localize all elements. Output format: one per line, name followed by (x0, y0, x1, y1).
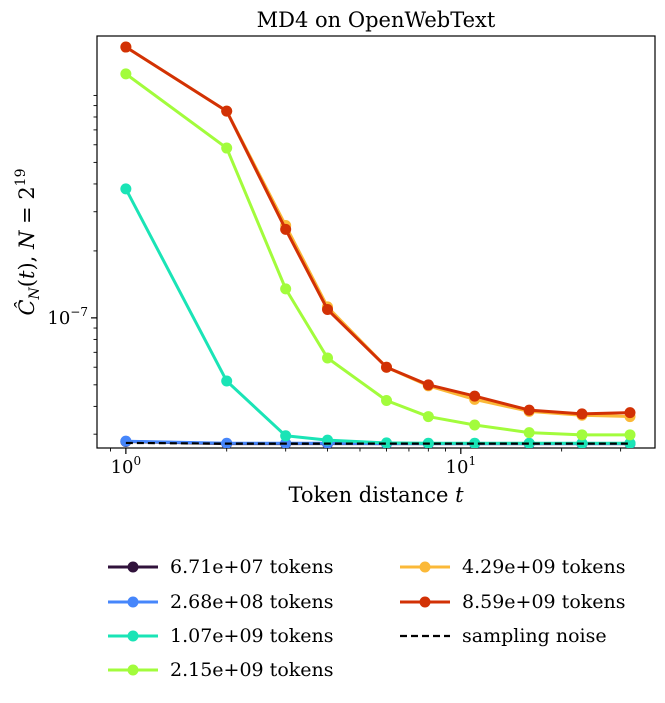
legend-item: 8.59e+09 tokens (400, 591, 626, 613)
y-tick-exp: −7 (70, 305, 88, 319)
data-point (576, 429, 588, 441)
data-point (624, 437, 636, 448)
data-point (221, 375, 233, 387)
legend-marker (127, 596, 139, 608)
legend-marker (127, 561, 139, 573)
noise-line (125, 441, 630, 445)
legend-label: 8.59e+09 tokens (462, 591, 626, 613)
legend-marker (127, 630, 139, 642)
data-point (120, 68, 132, 80)
data-point (624, 407, 636, 419)
series-line (125, 45, 631, 416)
data-point (469, 419, 481, 431)
data-point (523, 437, 535, 448)
legend-item: 2.68e+08 tokens (108, 591, 334, 613)
data-point (469, 390, 481, 402)
legend-marker (419, 561, 431, 573)
data-point (280, 283, 292, 295)
legend-item: 2.15e+09 tokens (108, 659, 334, 681)
y-tick-label: 10−7 (47, 305, 88, 329)
data-point (120, 435, 132, 447)
series-4 (120, 41, 636, 423)
legend-marker (419, 596, 431, 608)
legend-label: 2.15e+09 tokens (170, 659, 334, 681)
data-point (422, 379, 434, 391)
data-point (120, 41, 132, 53)
data-point (381, 437, 392, 448)
x-tick-exp: 1 (468, 454, 476, 468)
x-tick-base: 10 (446, 457, 469, 478)
data-point (422, 411, 434, 423)
legend-item: 6.71e+07 tokens (108, 556, 334, 578)
series-layer (120, 41, 636, 448)
x-tick-base: 10 (111, 457, 134, 478)
chart-title: MD4 on OpenWebText (257, 8, 496, 32)
x-tick-label: 101 (446, 454, 477, 478)
series-line (124, 188, 630, 445)
series-5 (120, 41, 636, 420)
series-3 (120, 68, 636, 441)
legend-item: 4.29e+09 tokens (400, 556, 626, 578)
data-point (576, 408, 588, 420)
data-point (523, 404, 535, 416)
data-point (523, 427, 535, 439)
x-tick-exp: 0 (134, 454, 142, 468)
data-point (381, 395, 393, 407)
legend-label: sampling noise (462, 625, 607, 647)
legend-item: 1.07e+09 tokens (108, 625, 334, 647)
x-tick-label: 100 (111, 454, 142, 478)
data-point (221, 142, 233, 154)
y-axis-label: ĈN(t), N = 219 (13, 168, 43, 315)
legend-label: 2.68e+08 tokens (170, 591, 334, 613)
data-point (322, 304, 334, 316)
series-line (125, 45, 631, 419)
x-axis-label: Token distance t (288, 483, 464, 507)
data-point (280, 430, 292, 442)
data-point (280, 223, 292, 235)
data-point (120, 183, 132, 195)
data-point (322, 352, 334, 364)
data-point (469, 437, 481, 448)
legend-label: 4.29e+09 tokens (462, 556, 626, 578)
legend-marker (127, 664, 139, 676)
legend: 6.71e+07 tokens 2.68e+08 tokens 1.07e+09 t… (108, 556, 626, 681)
data-point (381, 361, 393, 373)
data-point (624, 429, 636, 441)
legend-item: sampling noise (400, 625, 607, 647)
y-tick-base: 10 (47, 308, 70, 329)
legend-label: 6.71e+07 tokens (170, 556, 334, 578)
series-line (124, 72, 630, 437)
plot-frame (96, 35, 656, 449)
series-2 (120, 183, 636, 448)
data-point (221, 105, 233, 117)
legend-label: 1.07e+09 tokens (170, 625, 334, 647)
